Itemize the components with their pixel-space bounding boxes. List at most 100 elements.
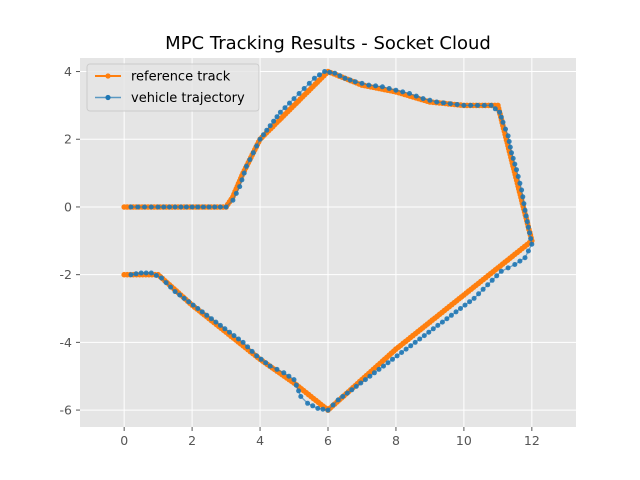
vehicle-trajectory-point: [189, 204, 195, 210]
vehicle-trajectory-point: [453, 309, 459, 315]
vehicle-trajectory-point: [528, 236, 534, 242]
vehicle-trajectory-point: [310, 403, 316, 409]
vehicle-trajectory-point: [441, 100, 446, 106]
y-tick-label: -4: [60, 335, 73, 350]
vehicle-trajectory-point: [461, 102, 467, 108]
vehicle-trajectory-point: [231, 333, 237, 339]
x-tick-label: 0: [120, 433, 128, 448]
vehicle-trajectory-point: [507, 144, 513, 150]
vehicle-trajectory-point: [514, 167, 519, 173]
y-axis-ticks: -6 -4 -2 0 2 4: [60, 64, 80, 418]
vehicle-trajectory-point: [236, 336, 241, 342]
vehicle-trajectory-point: [517, 180, 523, 186]
vehicle-trajectory-point: [250, 150, 256, 156]
vehicle-trajectory-point: [330, 402, 336, 408]
vehicle-trajectory-point: [525, 224, 531, 230]
vehicle-trajectory-point: [240, 339, 246, 345]
vehicle-trajectory-point: [241, 170, 247, 176]
y-tick-label: 2: [64, 132, 72, 147]
vehicle-trajectory-point: [522, 255, 528, 261]
legend-label-reference-track: reference track: [131, 70, 231, 85]
vehicle-trajectory-point: [413, 93, 419, 99]
vehicle-trajectory-point: [168, 284, 174, 290]
vehicle-trajectory-point: [153, 273, 159, 278]
vehicle-trajectory-point: [519, 187, 525, 193]
vehicle-trajectory-point: [195, 204, 201, 210]
vehicle-trajectory-point: [494, 273, 500, 279]
vehicle-trajectory-point: [512, 161, 518, 167]
vehicle-trajectory-point: [258, 356, 264, 362]
x-axis-ticks: 0 2 4 6 8 10 12: [120, 427, 540, 448]
vehicle-trajectory-point: [505, 265, 511, 271]
vehicle-trajectory-point: [503, 126, 508, 132]
vehicle-trajectory-point: [366, 82, 372, 88]
x-tick-label: 6: [324, 433, 332, 448]
vehicle-trajectory-point: [161, 204, 167, 210]
reference-track-point: [121, 271, 127, 278]
x-tick-label: 2: [188, 433, 196, 448]
vehicle-trajectory-point: [244, 163, 249, 169]
vehicle-trajectory-point: [462, 302, 468, 308]
vehicle-trajectory-point: [500, 119, 506, 125]
vehicle-trajectory-point: [512, 262, 518, 267]
vehicle-trajectory-point: [178, 204, 184, 210]
vehicle-trajectory-point: [344, 390, 350, 396]
vehicle-trajectory-point: [379, 84, 385, 90]
vehicle-trajectory-point: [393, 87, 399, 93]
vehicle-trajectory-point: [434, 99, 440, 105]
vehicle-trajectory-point: [523, 213, 529, 219]
vehicle-trajectory-point: [301, 86, 307, 91]
vehicle-trajectory-point: [525, 248, 531, 254]
vehicle-trajectory-point: [277, 109, 283, 115]
vehicle-trajectory-point: [167, 204, 172, 210]
vehicle-trajectory-point: [223, 204, 229, 210]
legend: reference track vehicle trajectory: [86, 63, 260, 112]
series-layer: [121, 68, 535, 413]
vehicle-trajectory-point: [222, 326, 228, 332]
vehicle-trajectory-point: [527, 230, 533, 236]
vehicle-trajectory-point: [489, 277, 495, 283]
vehicle-trajectory-point: [305, 400, 311, 406]
vehicle-trajectory-point: [332, 70, 338, 76]
vehicle-trajectory-point: [322, 69, 328, 74]
vehicle-trajectory-point: [347, 77, 353, 83]
vehicle-trajectory-point: [430, 326, 436, 332]
vehicle-trajectory-point: [352, 79, 358, 85]
vehicle-trajectory-point: [407, 91, 412, 96]
vehicle-trajectory-point: [281, 370, 287, 376]
vehicle-trajectory-point: [263, 360, 269, 366]
vehicle-trajectory-point: [521, 201, 527, 207]
vehicle-trajectory-point: [204, 312, 210, 318]
vehicle-trajectory-point: [373, 83, 379, 89]
vehicle-trajectory-point: [421, 333, 427, 339]
vehicle-trajectory-point: [520, 194, 526, 200]
vehicle-trajectory-point: [148, 270, 154, 276]
vehicle-trajectory-point: [233, 190, 239, 196]
vehicle-trajectory-point: [291, 377, 297, 383]
vehicle-trajectory-point: [159, 275, 164, 281]
vehicle-trajectory-point: [315, 405, 321, 411]
vehicle-trajectory-point: [412, 339, 418, 345]
vehicle-trajectory-point: [306, 80, 312, 86]
vehicle-trajectory-point: [426, 329, 432, 335]
vehicle-trajectory-point: [190, 302, 196, 308]
vehicle-trajectory-point: [475, 102, 480, 108]
vehicle-trajectory-point: [172, 289, 178, 295]
vehicle-trajectory-point: [427, 97, 433, 103]
vehicle-trajectory-point: [237, 184, 243, 190]
vehicle-trajectory-point: [358, 380, 364, 386]
vehicle-trajectory-point: [498, 268, 504, 274]
vehicle-trajectory-point: [498, 114, 504, 120]
vehicle-trajectory-point: [467, 299, 473, 305]
vehicle-trajectory-point: [447, 101, 453, 107]
vehicle-trajectory-point: [249, 348, 255, 354]
vehicle-trajectory-point: [325, 407, 331, 413]
vehicle-trajectory-point: [183, 204, 189, 210]
vehicle-trajectory-point: [420, 96, 426, 102]
vehicle-trajectory-point: [320, 406, 326, 412]
legend-label-vehicle-trajectory: vehicle trajectory: [131, 91, 245, 106]
vehicle-trajectory-point: [394, 353, 400, 359]
vehicle-trajectory-point: [138, 270, 144, 276]
vehicle-trajectory-point: [213, 319, 219, 325]
vehicle-trajectory-point: [458, 306, 463, 311]
